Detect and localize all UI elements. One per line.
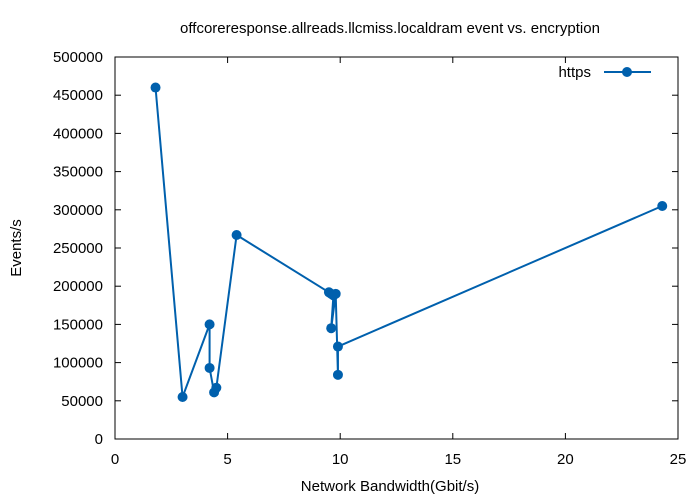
x-axis-title: Network Bandwidth(Gbit/s) bbox=[301, 478, 479, 495]
series-layer bbox=[150, 82, 668, 402]
x-tick-label: 15 bbox=[444, 451, 461, 468]
y-tick-label: 350000 bbox=[53, 164, 103, 181]
data-point bbox=[231, 230, 242, 241]
y-axis-title: Events/s bbox=[8, 219, 25, 277]
data-point bbox=[211, 382, 222, 393]
data-point bbox=[177, 391, 188, 402]
x-tick-label: 20 bbox=[557, 451, 574, 468]
y-tick-label: 100000 bbox=[53, 355, 103, 372]
legend-marker-https bbox=[622, 67, 632, 77]
y-tick-label: 150000 bbox=[53, 316, 103, 333]
data-point bbox=[330, 288, 341, 299]
y-tick-label: 500000 bbox=[53, 49, 103, 66]
x-tick-label: 10 bbox=[332, 451, 349, 468]
legend-label-https: https bbox=[558, 64, 591, 81]
y-tick-label: 200000 bbox=[53, 278, 103, 295]
x-tick-label: 0 bbox=[111, 451, 119, 468]
data-point bbox=[332, 369, 343, 380]
x-axis: 0 5 10 15 20 25 bbox=[111, 57, 687, 468]
y-tick-label: 250000 bbox=[53, 240, 103, 257]
plot-frame bbox=[114, 56, 679, 440]
x-tick-label: 25 bbox=[670, 451, 687, 468]
y-axis: 0 50000 100000 150000 200000 250000 300000 3500… bbox=[53, 49, 678, 448]
data-point bbox=[332, 341, 343, 352]
x-tick-label: 5 bbox=[223, 451, 231, 468]
data-point bbox=[150, 82, 161, 93]
legend: https bbox=[558, 64, 651, 81]
y-tick-label: 0 bbox=[95, 431, 103, 448]
y-tick-label: 400000 bbox=[53, 125, 103, 142]
y-tick-label: 300000 bbox=[53, 202, 103, 219]
y-tick-label: 450000 bbox=[53, 87, 103, 104]
data-point bbox=[204, 362, 215, 373]
data-point bbox=[657, 200, 668, 211]
data-point bbox=[326, 323, 337, 334]
data-point bbox=[204, 319, 215, 330]
chart-title: offcoreresponse.allreads.llcmiss.localdr… bbox=[180, 20, 600, 37]
y-tick-label: 50000 bbox=[61, 393, 103, 410]
series-line-https bbox=[154, 87, 663, 398]
